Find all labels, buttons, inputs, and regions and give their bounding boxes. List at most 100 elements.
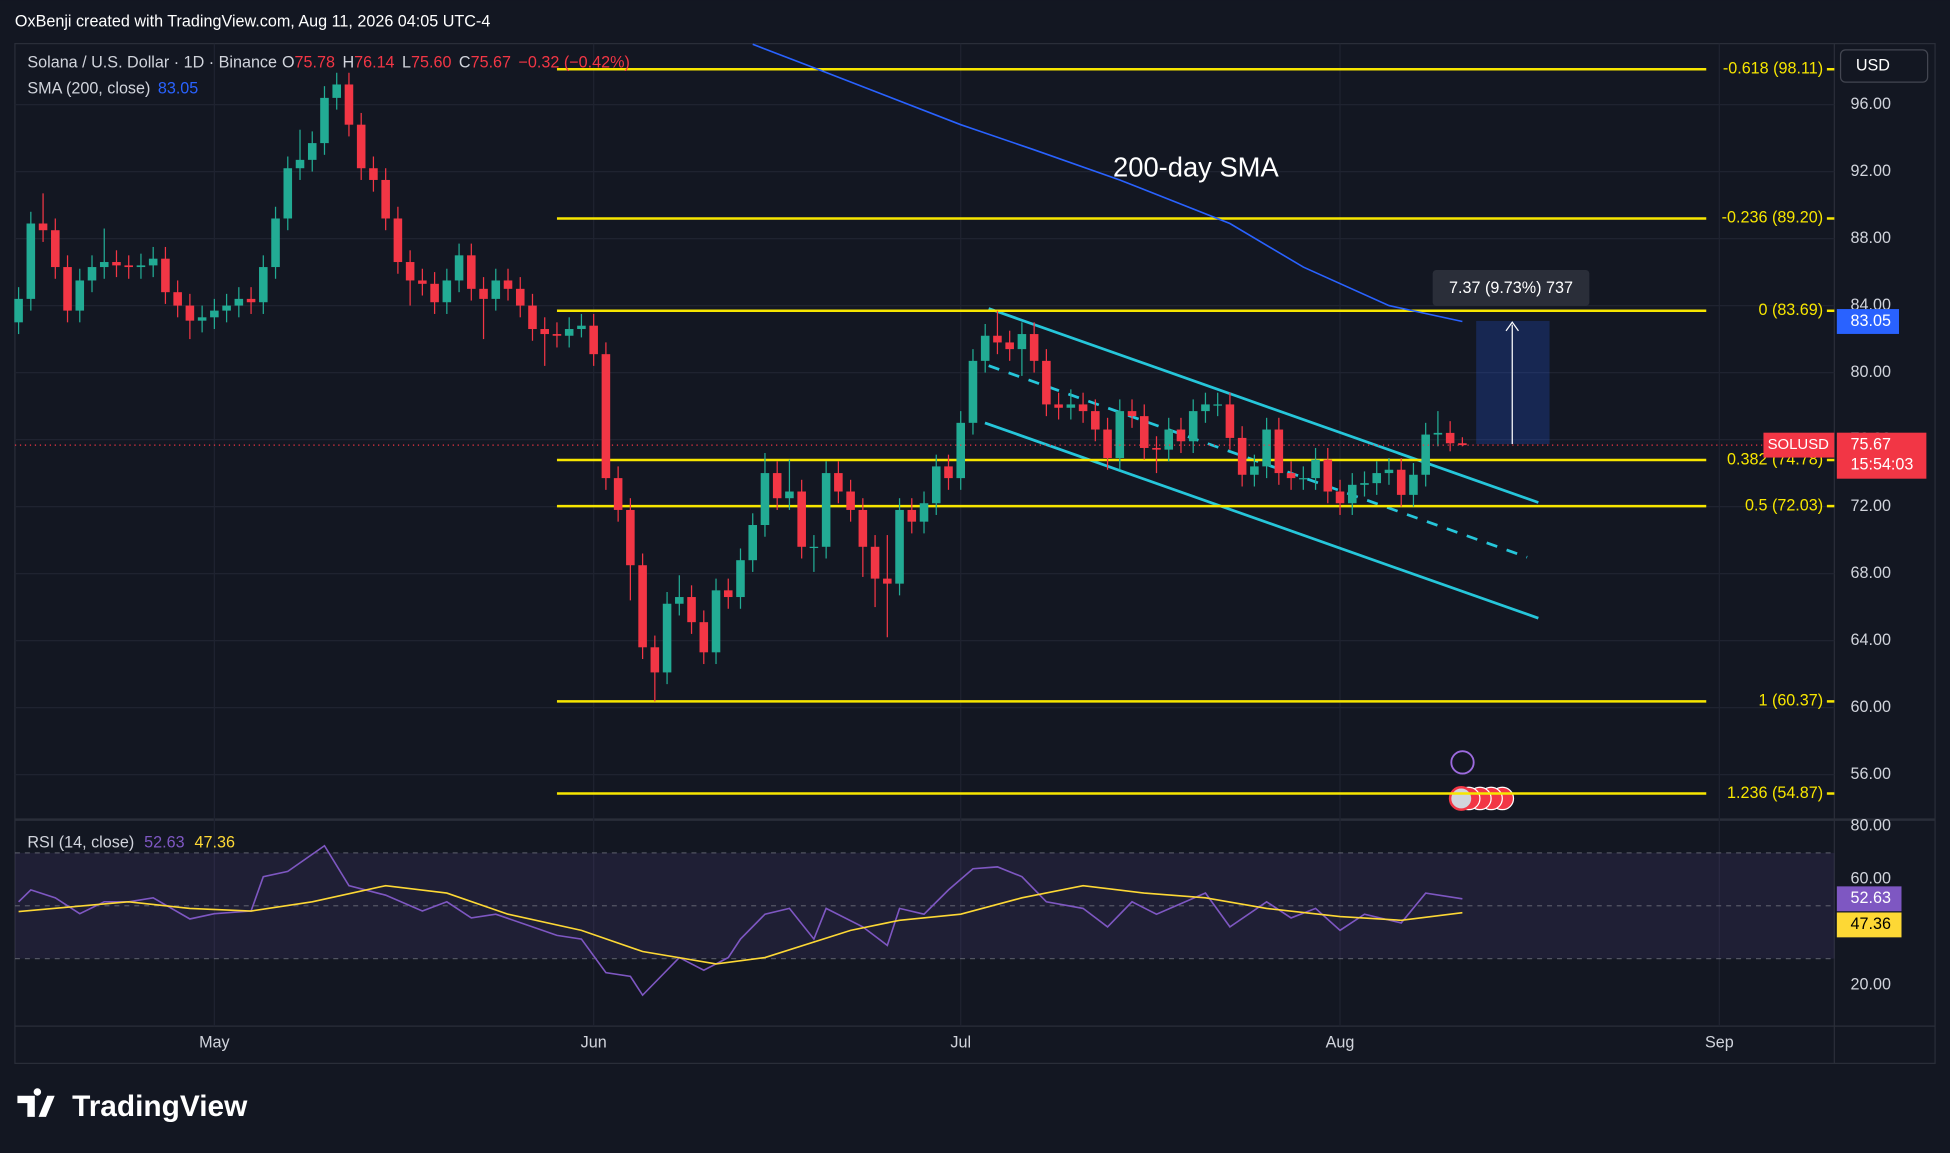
candle-body bbox=[870, 546, 880, 579]
candle-body bbox=[1152, 447, 1161, 450]
countdown: 15:54:03 bbox=[1851, 455, 1914, 473]
fib-label: -0.618 (98.11) bbox=[1723, 60, 1823, 78]
candle-body bbox=[748, 525, 758, 561]
price-tag bbox=[1836, 432, 1927, 479]
candle-body bbox=[1372, 473, 1382, 484]
rsi-tick-label: 20.00 bbox=[1851, 975, 1891, 993]
candle-body bbox=[687, 597, 696, 623]
candle-body bbox=[1078, 404, 1088, 412]
y-tick-label: 92.00 bbox=[1851, 162, 1891, 180]
candle-body bbox=[332, 84, 341, 98]
candle-body bbox=[222, 305, 231, 311]
channel-mid bbox=[988, 364, 1528, 559]
legend: SMA (200, close) 83.05 bbox=[27, 80, 198, 98]
candle-body bbox=[601, 354, 611, 479]
candle-body bbox=[344, 84, 354, 125]
rsi-tag bbox=[1836, 912, 1902, 938]
fib-label: 1 (60.37) bbox=[1758, 692, 1823, 710]
candle-body bbox=[1409, 474, 1418, 495]
candle-body bbox=[1042, 360, 1051, 405]
candle-body bbox=[540, 329, 550, 335]
candle-body bbox=[1237, 437, 1247, 475]
event-icon bbox=[1448, 786, 1474, 811]
x-tick-label: Aug bbox=[1326, 1034, 1355, 1052]
footer: TradingView bbox=[17, 1088, 248, 1123]
candle-body bbox=[356, 124, 366, 169]
candle-body bbox=[185, 305, 195, 321]
candle-body bbox=[638, 565, 647, 648]
candle-body bbox=[723, 590, 733, 598]
legend-item: 47.36 bbox=[195, 834, 235, 852]
candle-body bbox=[662, 603, 672, 673]
rsi-line bbox=[18, 884, 1463, 965]
currency-box[interactable] bbox=[1839, 49, 1929, 83]
candle-body bbox=[234, 298, 244, 306]
legend-item: 83.05 bbox=[158, 80, 198, 98]
candle-body bbox=[785, 491, 794, 499]
candle-body bbox=[1188, 411, 1198, 442]
candle-body bbox=[711, 590, 721, 653]
header: OxBenji created with TradingView.com, Au… bbox=[15, 13, 490, 31]
legend-item: O bbox=[282, 54, 295, 72]
candle-body bbox=[1127, 411, 1137, 417]
legend-item: L bbox=[402, 54, 411, 72]
candle-body bbox=[1139, 416, 1149, 448]
candle-body bbox=[1360, 483, 1369, 485]
measure-arrow-head bbox=[1505, 321, 1519, 332]
candle-body bbox=[1005, 342, 1014, 350]
candle-body bbox=[503, 280, 513, 289]
legend-item: −0.32 (−0.42%) bbox=[518, 54, 629, 72]
x-tick-label: Jul bbox=[950, 1034, 971, 1052]
price-tag-label: 75.67 bbox=[1851, 435, 1891, 453]
candle-body bbox=[75, 280, 85, 311]
candle-body bbox=[1262, 429, 1271, 467]
candle-body bbox=[271, 218, 280, 268]
candle-body bbox=[1054, 404, 1063, 408]
symbol: SOLUSD bbox=[1768, 436, 1830, 453]
annotation: 200-day SMA bbox=[1113, 151, 1279, 182]
legend-item: 52.63 bbox=[144, 834, 184, 852]
candle-body bbox=[148, 258, 158, 266]
candle-body bbox=[246, 298, 256, 303]
candle-body bbox=[980, 335, 990, 361]
candle-body bbox=[210, 310, 219, 318]
candle-body bbox=[381, 179, 390, 219]
candle-body bbox=[1458, 443, 1467, 446]
candle-body bbox=[1384, 469, 1394, 474]
candle-body bbox=[944, 466, 953, 479]
candle-body bbox=[1445, 432, 1455, 444]
candle-body bbox=[393, 218, 403, 263]
legend-item: RSI (14, close) bbox=[27, 834, 134, 852]
sma-tag-label: 83.05 bbox=[1851, 312, 1891, 330]
candle-body bbox=[14, 298, 23, 323]
channel-lower bbox=[984, 421, 1539, 620]
candle-body bbox=[197, 317, 207, 321]
sma-tag bbox=[1836, 309, 1900, 334]
candle-body bbox=[1311, 459, 1320, 479]
rsi-tick-label: 80.00 bbox=[1851, 817, 1891, 835]
candle-body bbox=[259, 267, 268, 303]
channel-upper bbox=[988, 307, 1539, 504]
candle-body bbox=[295, 159, 305, 169]
candle-body bbox=[442, 280, 452, 303]
candle-body bbox=[491, 280, 501, 299]
candle-body bbox=[1164, 429, 1174, 450]
rsi-tag-label: 52.63 bbox=[1851, 889, 1891, 907]
measure-label-box bbox=[1432, 269, 1590, 307]
logo-text: TradingView bbox=[72, 1090, 248, 1123]
candle-body bbox=[1176, 429, 1186, 442]
y-tick-label: 72.00 bbox=[1851, 497, 1891, 515]
candle-body bbox=[736, 560, 745, 598]
legend: Solana / U.S. Dollar · 1D · Binance O75.7… bbox=[27, 54, 630, 72]
candle-body bbox=[1103, 429, 1112, 459]
measure-label: 7.37 (9.73%) 737 bbox=[1449, 279, 1573, 297]
candle-body bbox=[1091, 411, 1100, 430]
y-tick-label: 56.00 bbox=[1851, 765, 1891, 783]
logo-mark bbox=[17, 1088, 55, 1117]
candle-body bbox=[1250, 466, 1259, 475]
fib-label: 0.5 (72.03) bbox=[1745, 496, 1823, 514]
candle-body bbox=[479, 288, 488, 299]
legend-item: C bbox=[459, 54, 471, 72]
candle-body bbox=[87, 267, 97, 281]
candle-body bbox=[675, 597, 684, 604]
